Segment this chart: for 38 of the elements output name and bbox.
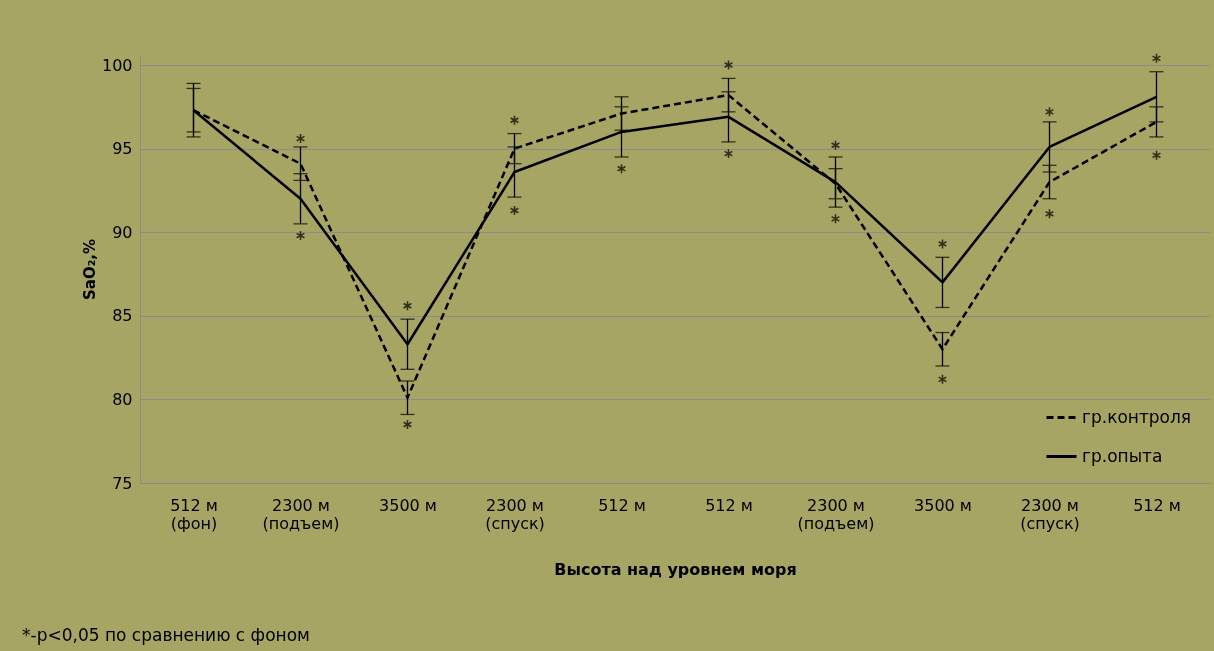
point — [937, 238, 948, 250]
y-axis-title: SaO₂,% — [80, 239, 99, 300]
point — [295, 230, 306, 241]
y-tick-label: 85 — [112, 306, 133, 326]
x-axis-title: Высота над уровнем моря — [554, 559, 797, 579]
point — [723, 59, 734, 71]
point — [295, 133, 306, 144]
y-tick-label: 90 — [112, 222, 133, 242]
x-tick-label: 2300 м (спуск) — [1020, 495, 1080, 533]
x-tick-label: 2300 м (спуск) — [485, 495, 545, 533]
point — [937, 374, 948, 385]
point — [616, 163, 627, 174]
point — [830, 140, 841, 151]
y-tick-label: 80 — [112, 389, 133, 409]
point — [402, 300, 413, 312]
text: *-p<0,05 по сравнению с фоном — [22, 625, 310, 645]
x-tick-label: 2300 м (подъем) — [262, 495, 340, 533]
legend-label: гр.контроля — [1082, 406, 1192, 427]
point — [830, 213, 841, 225]
y-tick-label: 95 — [112, 139, 133, 159]
x-tick-label: 512 м — [705, 495, 753, 515]
x-tick-label: 512 м — [1133, 495, 1181, 515]
point — [723, 148, 734, 159]
x-tick-label: 512 м — [598, 495, 646, 515]
point — [509, 114, 520, 126]
x-tick-label: 3500 м — [914, 495, 972, 515]
x-tick-label: 3500 м — [379, 495, 437, 515]
point — [509, 205, 520, 216]
x-tick-label: 2300 м (подъем) — [797, 495, 875, 533]
legend-label: гр.опыта — [1082, 445, 1163, 466]
point — [402, 419, 413, 430]
point — [1044, 208, 1055, 220]
x-tick-label: 512 м (фон) — [170, 495, 218, 533]
point — [1151, 53, 1162, 64]
y-tick-label: 75 — [112, 473, 133, 493]
point — [1151, 150, 1162, 161]
y-tick-label: 100 — [101, 55, 133, 75]
point — [1044, 106, 1055, 118]
